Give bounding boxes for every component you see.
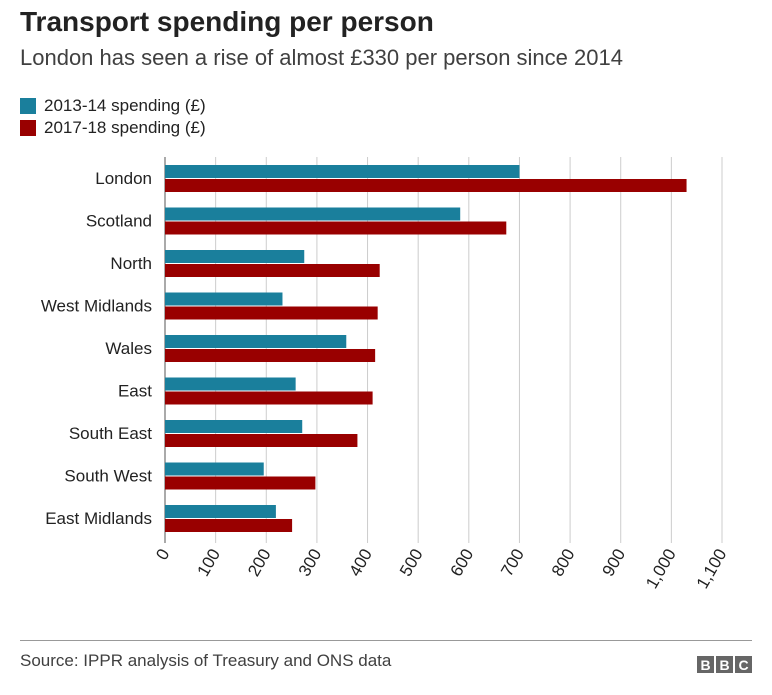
category-label: East Midlands bbox=[45, 509, 152, 528]
bar-2013 bbox=[165, 165, 520, 178]
x-tick-label: 200 bbox=[244, 546, 275, 580]
x-tick-label: 400 bbox=[345, 546, 376, 580]
bar-2013 bbox=[165, 207, 461, 221]
x-tick-label: 700 bbox=[497, 546, 528, 580]
x-tick-label: 1,100 bbox=[693, 546, 731, 592]
category-label: London bbox=[95, 169, 152, 188]
x-tick-label: 300 bbox=[295, 546, 326, 580]
bbc-logo-letter: B bbox=[697, 656, 714, 673]
bar-2017 bbox=[165, 349, 376, 362]
category-label: Scotland bbox=[86, 212, 152, 231]
footer-divider bbox=[20, 640, 752, 641]
category-label: South East bbox=[69, 424, 152, 443]
x-tick-label: 900 bbox=[599, 546, 630, 580]
chart-subtitle: London has seen a rise of almost £330 pe… bbox=[20, 45, 623, 70]
category-label: South West bbox=[64, 467, 152, 486]
bar-2017 bbox=[165, 519, 293, 532]
x-tick-label: 100 bbox=[193, 546, 224, 580]
bar-2017 bbox=[165, 306, 378, 320]
bar-2013 bbox=[165, 420, 303, 433]
bar-2017 bbox=[165, 179, 687, 192]
bbc-logo-letter: C bbox=[735, 656, 752, 673]
bar-2013 bbox=[165, 250, 305, 263]
bbc-logo-letter: B bbox=[716, 656, 733, 673]
legend-item-2017: 2017-18 spending (£) bbox=[20, 117, 206, 139]
bar-2017 bbox=[165, 476, 316, 490]
bar-2017 bbox=[165, 221, 507, 235]
bar-2013 bbox=[165, 505, 276, 518]
chart-title: Transport spending per person bbox=[20, 6, 434, 37]
bbc-logo: B B C bbox=[697, 656, 752, 673]
category-label: East bbox=[118, 382, 152, 401]
category-label: North bbox=[110, 254, 152, 273]
bar-chart: London Scotland North West Midlands Wales Eas… bbox=[41, 157, 731, 592]
bar-2013 bbox=[165, 377, 296, 391]
legend: 2013-14 spending (£) 2017-18 spending (£… bbox=[20, 95, 206, 139]
bar-2017 bbox=[165, 264, 380, 277]
legend-item-2013: 2013-14 spending (£) bbox=[20, 95, 206, 117]
x-tick-label: 600 bbox=[447, 546, 478, 580]
legend-label-2013: 2013-14 spending (£) bbox=[44, 96, 206, 115]
category-label: Wales bbox=[105, 339, 152, 358]
x-tick-label: 500 bbox=[396, 546, 427, 580]
legend-swatch-2013 bbox=[20, 98, 36, 114]
bar-2013 bbox=[165, 335, 347, 348]
legend-swatch-2017 bbox=[20, 120, 36, 136]
x-tick-label: 1,000 bbox=[642, 546, 680, 592]
bar-2013 bbox=[165, 292, 283, 306]
legend-label-2017: 2017-18 spending (£) bbox=[44, 118, 206, 137]
source-note: Source: IPPR analysis of Treasury and ON… bbox=[20, 651, 392, 670]
x-tick-label: 0 bbox=[152, 546, 173, 564]
x-tick-label: 800 bbox=[548, 546, 579, 580]
category-label: West Midlands bbox=[41, 297, 152, 316]
bar-2017 bbox=[165, 391, 373, 405]
bar-2013 bbox=[165, 462, 264, 476]
bar-2017 bbox=[165, 434, 358, 447]
